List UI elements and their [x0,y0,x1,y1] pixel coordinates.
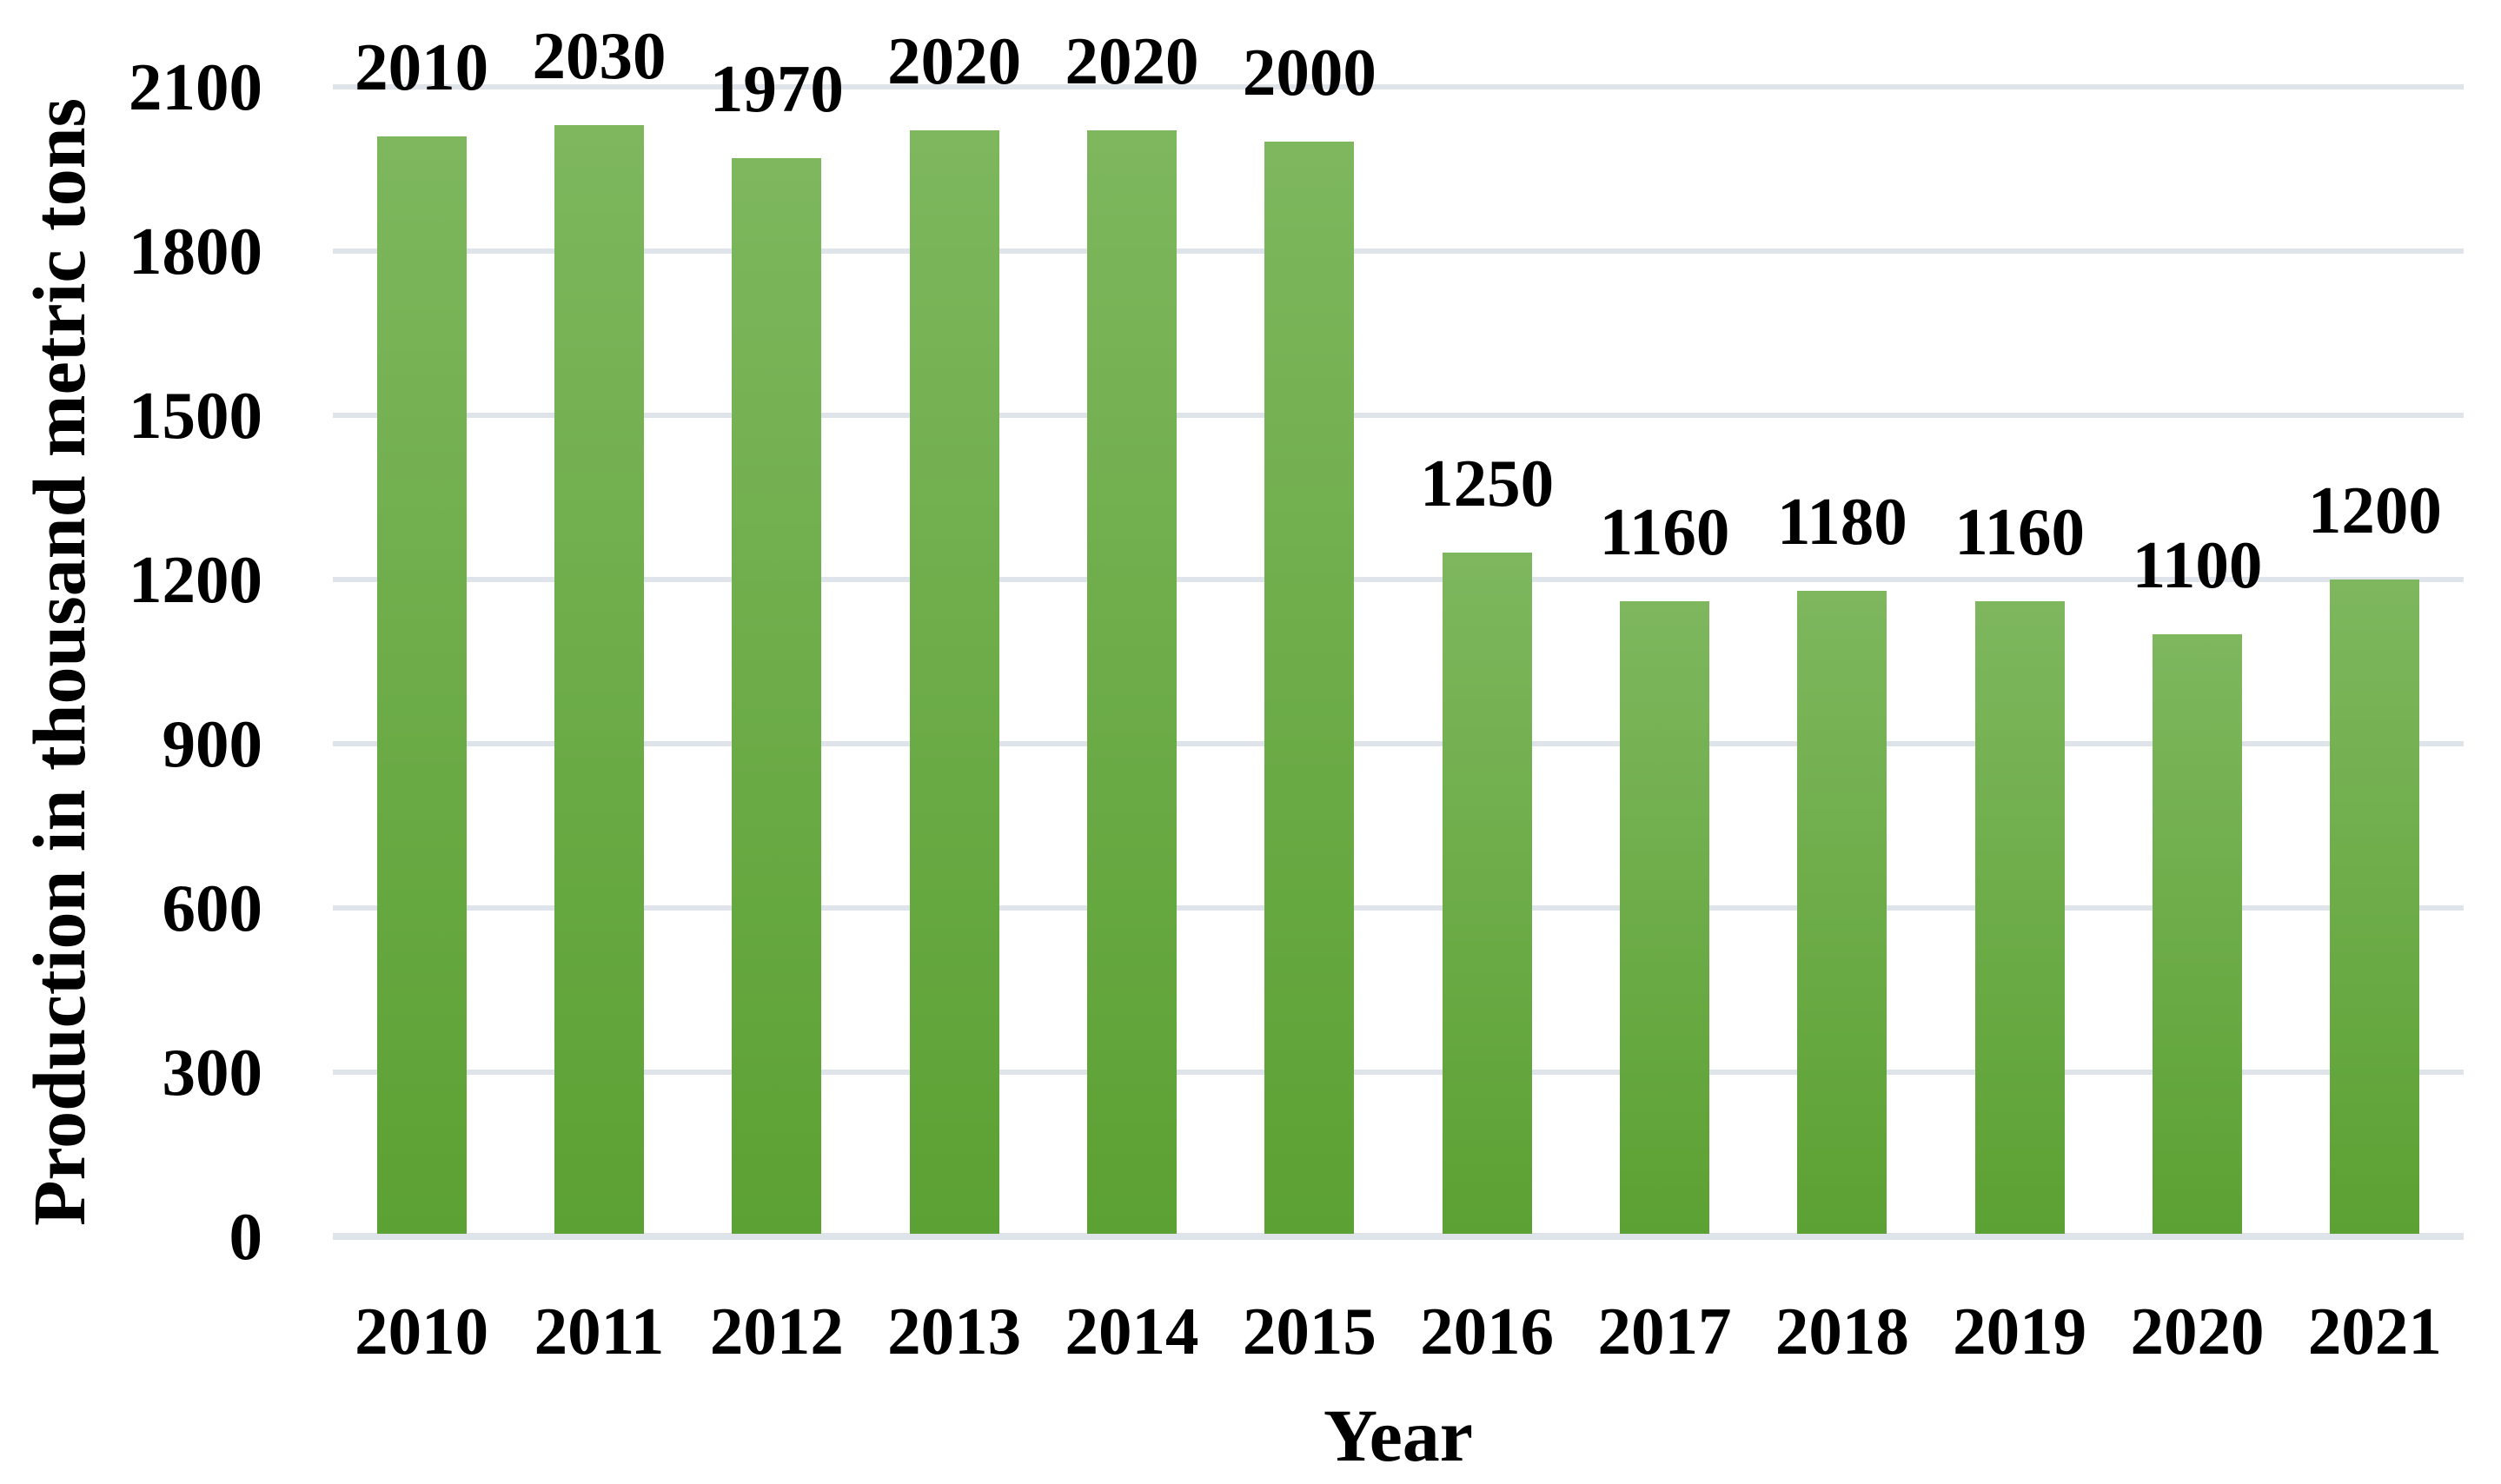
bar-value-label: 2000 [1242,35,1377,109]
x-axis-line [333,1233,2464,1240]
gridline [333,905,2464,911]
gridline [333,741,2464,746]
x-axis-title: Year [1323,1394,1473,1477]
bar-value-label: 2010 [355,29,489,104]
bar-2014 [1087,130,1177,1234]
x-tick-label: 2015 [1242,1294,1377,1368]
x-tick-label: 2014 [1065,1294,1199,1368]
bar-value-label: 1180 [1776,483,1907,559]
bar-value-label: 1200 [2307,473,2442,547]
x-tick-label: 2017 [1597,1294,1732,1368]
bar-2013 [909,130,999,1234]
bar-2019 [1974,601,2065,1234]
bar-value-label: 1250 [1420,445,1555,520]
bar-value-label: 1160 [1599,494,1730,570]
x-tick-label: 2012 [709,1294,844,1368]
bar-value-label: 1100 [2132,527,2263,602]
gridline [333,413,2464,418]
y-tick-label: 1800 [129,214,262,288]
bar-2021 [2330,580,2420,1234]
y-tick-label: 2100 [129,50,262,124]
x-tick-label: 2018 [1775,1294,1909,1368]
y-tick-label: 900 [162,706,263,781]
bar-value-label: 2020 [887,23,1022,99]
gridline [333,248,2464,254]
bar-2020 [2153,634,2242,1234]
gridline [333,1070,2464,1075]
bar-2012 [732,157,822,1234]
bar-2017 [1620,601,1709,1234]
gridline [333,84,2464,89]
x-tick-label: 2016 [1420,1294,1555,1368]
x-tick-label: 2019 [1953,1294,2087,1368]
y-tick-label: 0 [229,1199,263,1274]
x-tick-label: 2013 [887,1294,1022,1368]
y-tick-label: 600 [162,871,263,945]
bar-2010 [376,136,467,1234]
bar-value-label: 2030 [532,18,667,94]
bar-2016 [1442,552,1532,1234]
x-tick-label: 2010 [355,1294,489,1368]
x-tick-label: 2020 [2130,1294,2265,1368]
y-tick-label: 1200 [129,542,262,617]
bar-2015 [1264,142,1355,1234]
bar-2011 [554,125,644,1234]
bar-2018 [1797,590,1887,1234]
x-tick-label: 2021 [2307,1294,2442,1368]
bar-value-label: 1160 [1954,494,2086,570]
bar-value-label: 2020 [1065,23,1199,99]
x-tick-label: 2011 [534,1294,665,1368]
y-tick-label: 1500 [129,378,262,453]
gridline [333,577,2464,582]
y-tick-label: 300 [162,1035,263,1110]
bar-value-label: 1970 [709,50,844,126]
